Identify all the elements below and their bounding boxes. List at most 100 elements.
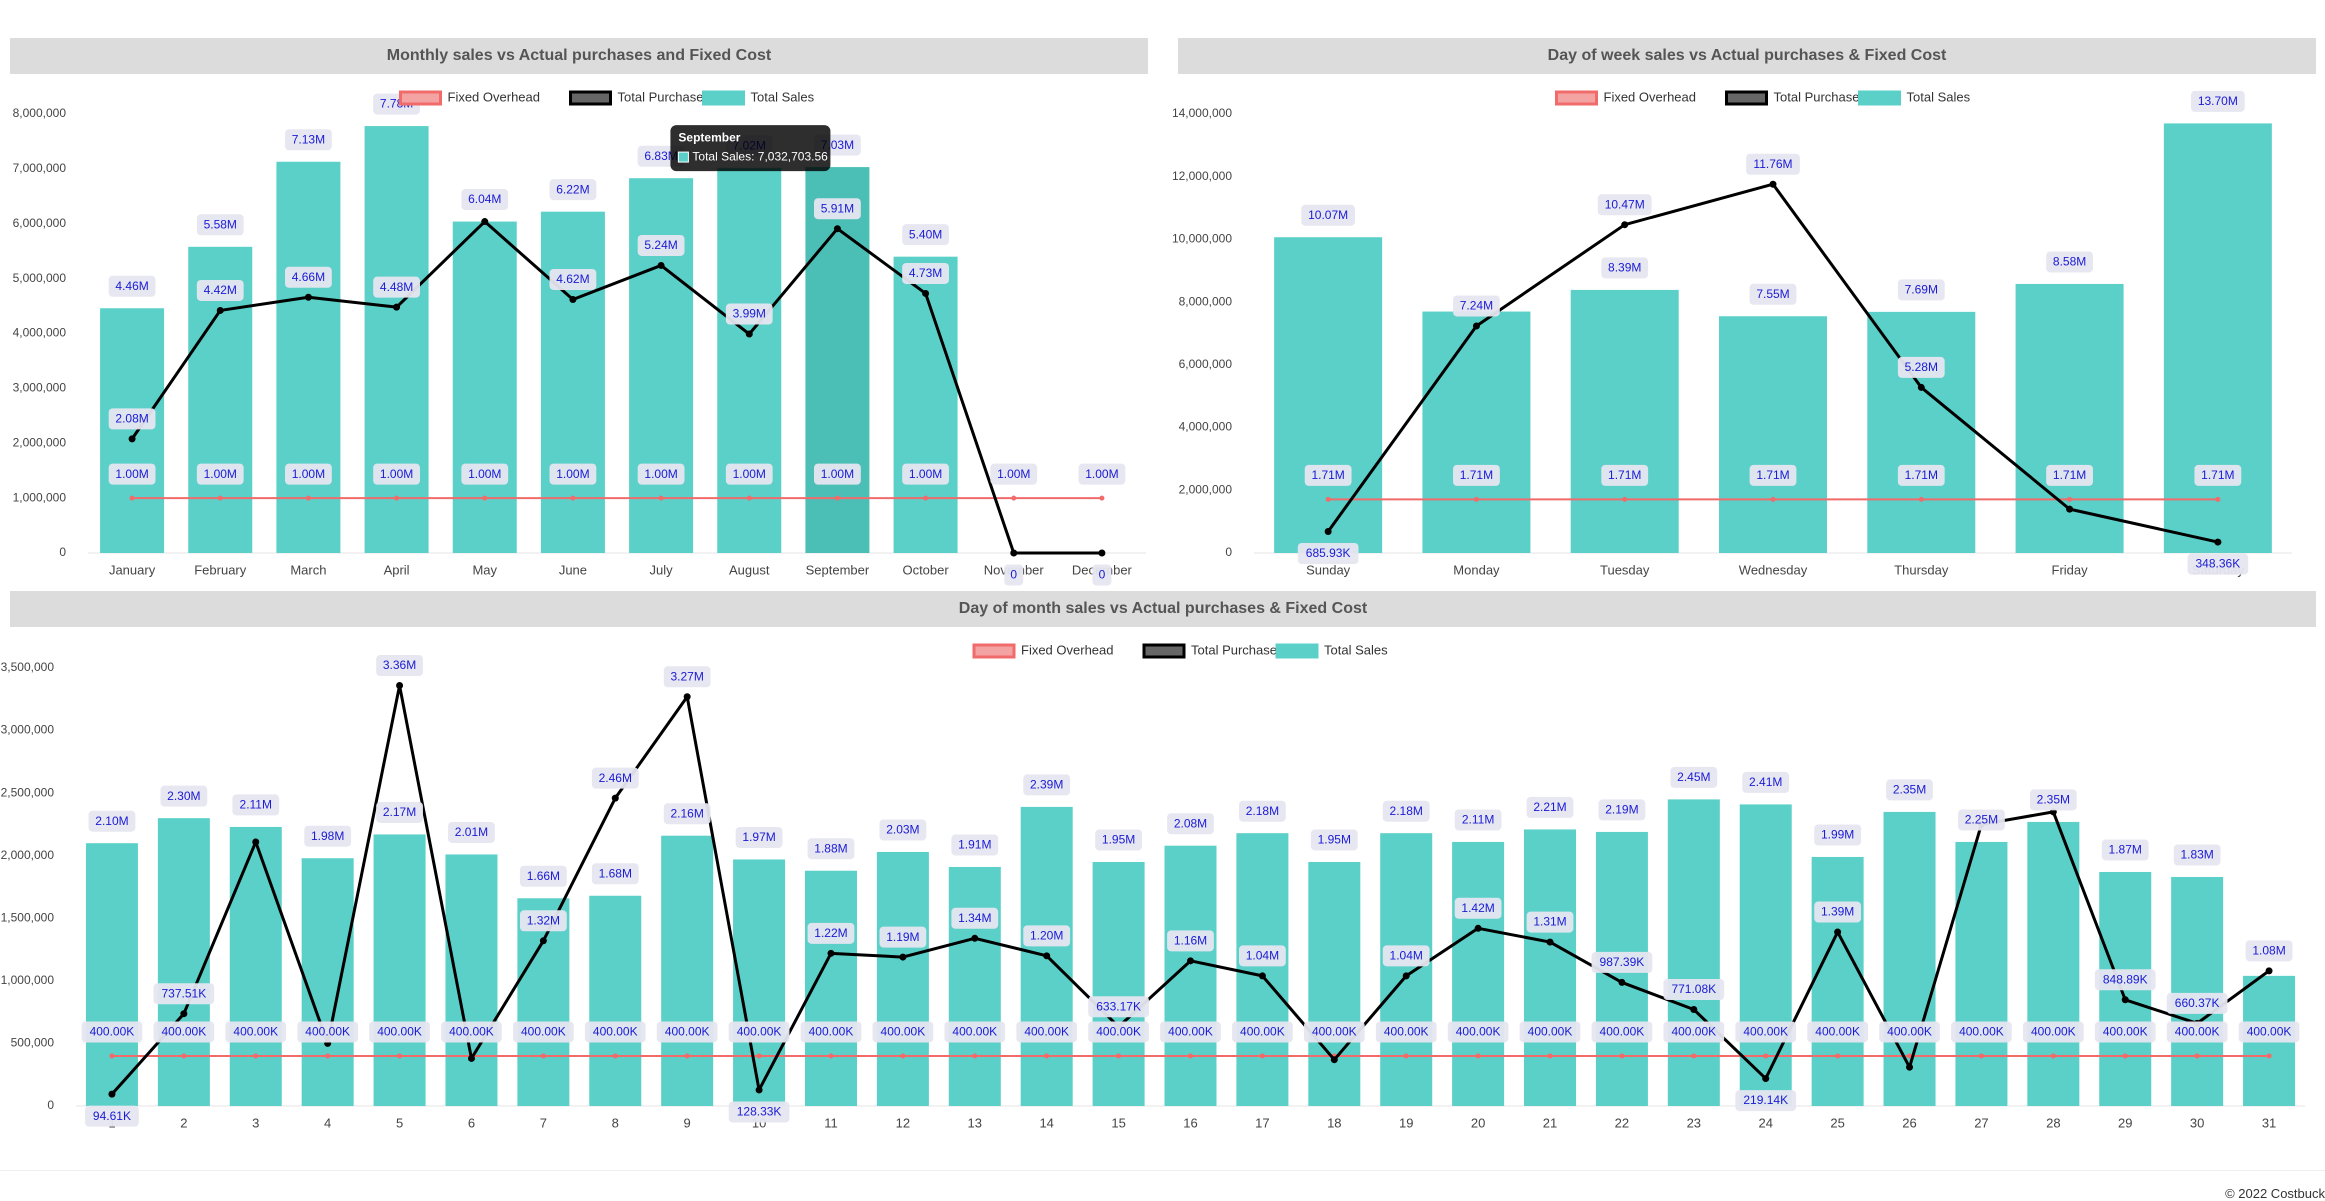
sales-bar[interactable] — [301, 858, 354, 1106]
sales-bar[interactable] — [1452, 841, 1505, 1106]
overhead-point[interactable] — [2050, 1053, 2056, 1059]
overhead-point[interactable] — [397, 1053, 403, 1059]
purchase-point[interactable] — [128, 435, 136, 443]
overhead-point[interactable] — [756, 1053, 762, 1059]
legend-item[interactable]: Fixed Overhead — [972, 642, 1114, 659]
purchase-point[interactable] — [569, 295, 577, 303]
overhead-point[interactable] — [834, 495, 840, 501]
purchase-point[interactable] — [396, 682, 404, 690]
overhead-point[interactable] — [2194, 1053, 2200, 1059]
purchase-point[interactable] — [1917, 383, 1925, 391]
sales-bar[interactable] — [1422, 311, 1531, 553]
purchase-point[interactable] — [1010, 549, 1018, 557]
overhead-point[interactable] — [1978, 1053, 1984, 1059]
legend-item[interactable]: Fixed Overhead — [399, 89, 541, 106]
purchase-point[interactable] — [899, 953, 907, 961]
overhead-point[interactable] — [1770, 496, 1776, 502]
overhead-point[interactable] — [1835, 1053, 1841, 1059]
legend-item[interactable]: Total Sales — [1275, 642, 1388, 659]
purchase-point[interactable] — [467, 1054, 475, 1062]
purchase-point[interactable] — [833, 225, 841, 233]
purchase-point[interactable] — [481, 218, 489, 226]
legend-item[interactable]: Total Purchase — [1142, 642, 1277, 659]
sales-bar[interactable] — [948, 866, 1001, 1106]
purchase-point[interactable] — [1043, 952, 1051, 960]
purchase-point[interactable] — [393, 303, 401, 311]
purchase-point[interactable] — [657, 261, 665, 269]
overhead-point[interactable] — [612, 1053, 618, 1059]
overhead-point[interactable] — [325, 1053, 331, 1059]
overhead-point[interactable] — [1403, 1053, 1409, 1059]
purchase-point[interactable] — [971, 934, 979, 942]
overhead-point[interactable] — [1547, 1053, 1553, 1059]
overhead-point[interactable] — [2122, 1053, 2128, 1059]
purchase-point[interactable] — [1472, 322, 1480, 330]
overhead-point[interactable] — [1763, 1053, 1769, 1059]
overhead-point[interactable] — [1473, 496, 1479, 502]
overhead-point[interactable] — [1325, 496, 1331, 502]
legend-item[interactable]: Total Purchase — [569, 89, 704, 106]
purchase-point[interactable] — [611, 794, 619, 802]
purchase-point[interactable] — [1690, 1006, 1698, 1014]
overhead-point[interactable] — [1044, 1053, 1050, 1059]
sales-bar[interactable] — [1380, 833, 1433, 1106]
overhead-point[interactable] — [2067, 496, 2073, 502]
purchase-point[interactable] — [1324, 527, 1332, 535]
purchase-point[interactable] — [922, 289, 930, 297]
sales-bar[interactable] — [589, 895, 642, 1106]
purchase-point[interactable] — [1906, 1063, 1914, 1071]
overhead-point[interactable] — [1619, 1053, 1625, 1059]
overhead-point[interactable] — [305, 495, 311, 501]
overhead-point[interactable] — [129, 495, 135, 501]
purchase-point[interactable] — [1330, 1056, 1338, 1064]
sales-bar[interactable] — [229, 826, 282, 1106]
legend-item[interactable]: Fixed Overhead — [1555, 89, 1697, 106]
overhead-point[interactable] — [1116, 1053, 1122, 1059]
sales-bar[interactable] — [2027, 821, 2080, 1106]
sales-bar[interactable] — [1811, 856, 1864, 1106]
purchase-point[interactable] — [683, 693, 691, 701]
purchase-point[interactable] — [1258, 972, 1266, 980]
overhead-point[interactable] — [570, 495, 576, 501]
overhead-point[interactable] — [658, 495, 664, 501]
overhead-point[interactable] — [1918, 496, 1924, 502]
overhead-point[interactable] — [2215, 496, 2221, 502]
overhead-point[interactable] — [253, 1053, 259, 1059]
overhead-point[interactable] — [923, 495, 929, 501]
purchase-point[interactable] — [1769, 180, 1777, 188]
purchase-point[interactable] — [252, 838, 260, 846]
sales-bar[interactable] — [1092, 861, 1145, 1106]
overhead-point[interactable] — [2266, 1053, 2272, 1059]
sales-bar[interactable] — [1719, 316, 1827, 553]
sales-bar[interactable] — [1867, 311, 1976, 553]
purchase-point[interactable] — [539, 937, 547, 945]
purchase-point[interactable] — [216, 306, 224, 314]
overhead-point[interactable] — [828, 1053, 834, 1059]
overhead-point[interactable] — [684, 1053, 690, 1059]
sales-bar[interactable] — [733, 859, 786, 1106]
sales-bar[interactable] — [2171, 876, 2224, 1106]
sales-bar[interactable] — [157, 818, 210, 1106]
sales-bar[interactable] — [1524, 829, 1577, 1106]
sales-bar[interactable] — [1667, 799, 1720, 1106]
purchase-point[interactable] — [2121, 996, 2129, 1004]
overhead-point[interactable] — [1099, 495, 1105, 501]
legend-item[interactable]: Total Sales — [702, 89, 815, 106]
purchase-point[interactable] — [1546, 938, 1554, 946]
overhead-point[interactable] — [181, 1053, 187, 1059]
overhead-point[interactable] — [1475, 1053, 1481, 1059]
sales-bar[interactable] — [1308, 861, 1361, 1106]
legend-item[interactable]: Total Purchase — [1725, 89, 1860, 106]
purchase-point[interactable] — [1834, 928, 1842, 936]
overhead-point[interactable] — [900, 1053, 906, 1059]
purchase-point[interactable] — [1618, 978, 1626, 986]
sales-bar[interactable] — [1570, 289, 1679, 553]
purchase-point[interactable] — [1762, 1075, 1770, 1083]
overhead-point[interactable] — [109, 1053, 115, 1059]
purchase-point[interactable] — [1621, 221, 1629, 229]
overhead-point[interactable] — [746, 495, 752, 501]
purchase-point[interactable] — [1402, 972, 1410, 980]
